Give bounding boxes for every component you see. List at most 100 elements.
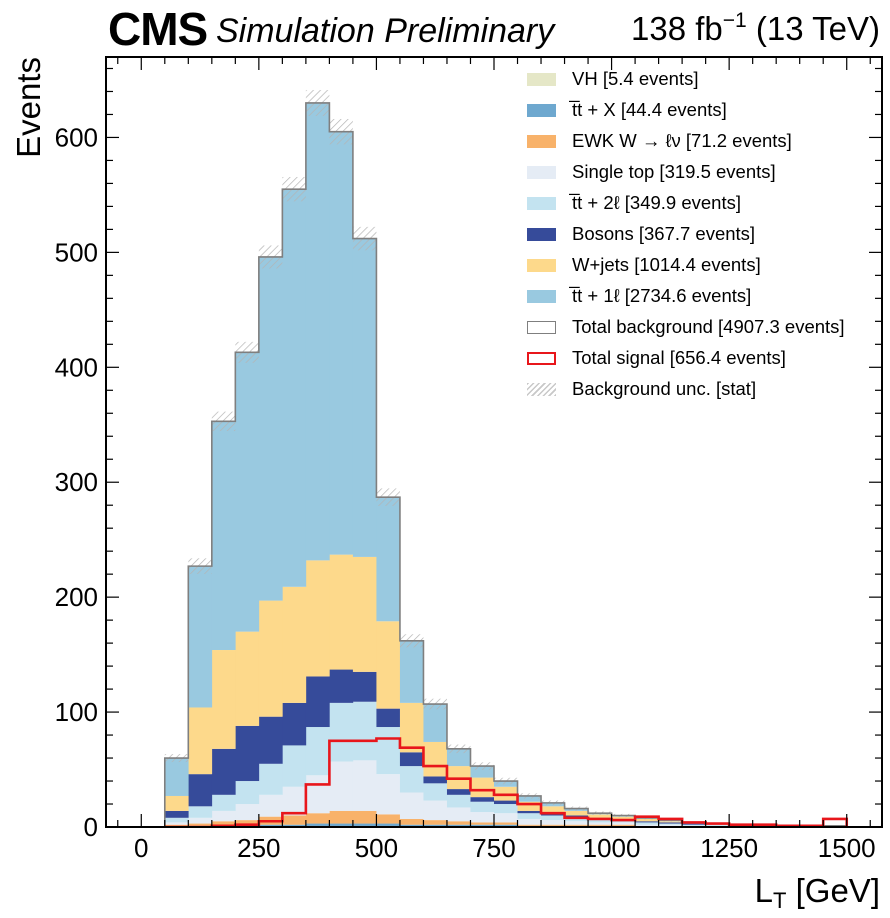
bar-singletop-bin-3: [235, 804, 260, 821]
bar-wjets-bin-18: [588, 814, 612, 818]
bar-ewk-bin-17: [564, 824, 589, 826]
bar-bosons-bin-10: [399, 752, 424, 767]
x-axis-label: LT [GeV]: [755, 872, 880, 913]
bar-ewk-bin-11: [423, 820, 448, 825]
bar-tt1l-bin-5: [282, 189, 307, 587]
bar-ewk-bin-9: [376, 814, 401, 824]
bar-tt2l-bin-13: [470, 801, 495, 813]
bar-singletop-bin-10: [399, 792, 424, 819]
experiment-label: CMS: [108, 3, 208, 55]
x-tick-label: 0: [134, 833, 148, 863]
legend-label: Total background [4907.3 events]: [572, 316, 845, 337]
bar-tt2l-bin-14: [494, 804, 518, 814]
bar-bosons-bin-22: [682, 823, 706, 825]
luminosity-label: 138 fb−1 (13 TeV): [631, 9, 880, 45]
bar-wjets-bin-20: [635, 818, 659, 822]
bar-bosons-bin-13: [470, 797, 495, 802]
bar-bosons-bin-5: [282, 702, 307, 746]
bar-tt2l-bin-0: [164, 817, 189, 823]
bar-wjets-bin-13: [470, 777, 495, 798]
bar-singletop-bin-2: [211, 810, 236, 822]
legend-label: t̅t + X [44.4 events]: [572, 99, 727, 120]
bar-ttX-bin-14: [494, 824, 518, 827]
bar-bosons-bin-3: [235, 725, 260, 782]
bar-tt2l-bin-1: [188, 806, 213, 818]
bar-wjets-bin-16: [541, 806, 565, 814]
bar-ewk-bin-3: [235, 820, 260, 826]
lumi-exponent: −1: [722, 9, 747, 32]
bar-bosons-bin-21: [658, 822, 683, 824]
bar-wjets-bin-8: [352, 556, 377, 672]
bar-tt2l-bin-10: [399, 766, 424, 793]
bar-tt2l-bin-8: [352, 701, 377, 761]
bar-singletop-bin-6: [305, 775, 330, 814]
bar-ttX-bin-13: [470, 824, 495, 827]
bar-ewk-bin-0: [164, 824, 189, 826]
bar-ewk-bin-18: [588, 824, 612, 826]
bar-singletop-bin-9: [376, 774, 401, 815]
bar-tt2l-bin-2: [211, 794, 236, 811]
bar-singletop-bin-13: [470, 812, 495, 823]
bar-tt1l-bin-15: [517, 795, 542, 802]
bar-ttX-bin-12: [446, 824, 471, 827]
bar-tt1l-bin-8: [352, 238, 377, 557]
bar-singletop-bin-20: [635, 824, 659, 826]
bar-singletop-bin-7: [329, 761, 354, 811]
y-tick-label: 300: [55, 467, 98, 497]
x-axis-label-unit: [GeV]: [786, 872, 880, 909]
bar-wjets-bin-19: [611, 816, 636, 819]
bar-wjets-bin-21: [658, 821, 683, 823]
bar-ttX-bin-7: [329, 823, 354, 827]
bar-ttX-bin-4: [258, 824, 283, 827]
series-bosons: [164, 669, 706, 825]
bar-tt2l-bin-3: [235, 781, 260, 805]
bar-tt1l-bin-2: [211, 421, 236, 651]
bar-wjets-bin-17: [564, 810, 589, 816]
bar-tt1l-bin-3: [235, 352, 260, 632]
bar-tt1l-bin-4: [258, 256, 283, 601]
bar-tt1l-bin-1: [188, 566, 213, 708]
bar-ewk-bin-10: [399, 818, 424, 825]
bar-ewk-bin-1: [188, 823, 213, 826]
legend-swatch: [527, 166, 556, 179]
bar-ewk-bin-6: [305, 813, 330, 824]
bar-tt2l-bin-4: [258, 763, 283, 795]
legend-swatch: [527, 73, 556, 86]
bar-tt2l-bin-23: [705, 824, 730, 826]
x-tick-label: 1250: [700, 833, 758, 863]
legend-swatch: [527, 197, 556, 210]
x-tick-label: 1000: [583, 833, 641, 863]
legend-swatch: [527, 352, 556, 365]
bar-tt2l-bin-6: [305, 727, 330, 776]
bar-singletop-bin-11: [423, 800, 448, 821]
bar-wjets-bin-2: [211, 650, 236, 749]
bar-tt2l-bin-16: [541, 815, 565, 821]
legend-swatch: [527, 228, 556, 241]
bar-ttX-bin-10: [399, 824, 424, 827]
legend-label: Bosons [367.7 events]: [572, 223, 756, 244]
y-tick-label: 500: [55, 237, 98, 267]
bar-ttX-bin-11: [423, 824, 448, 827]
status-label: Simulation Preliminary: [216, 12, 555, 50]
series-tt1l: [164, 102, 683, 822]
legend-swatch: [527, 104, 556, 117]
bar-singletop-bin-4: [258, 794, 283, 817]
bar-wjets-bin-6: [305, 560, 330, 677]
x-tick-label: 1500: [818, 833, 876, 863]
y-tick-label: 600: [55, 122, 98, 152]
bar-tt1l-bin-9: [376, 497, 401, 622]
y-tick-label: 400: [55, 352, 98, 382]
legend-label: W+jets [1014.4 events]: [572, 254, 761, 275]
bar-bosons-bin-12: [446, 789, 471, 795]
x-tick-label: 250: [237, 833, 280, 863]
x-axis-label-main: L: [755, 872, 773, 909]
legend-label: Total signal [656.4 events]: [572, 347, 786, 368]
bar-wjets-bin-5: [282, 586, 307, 703]
bar-bosons-bin-20: [635, 821, 659, 823]
bar-singletop-bin-19: [611, 822, 636, 825]
bar-bosons-bin-8: [352, 671, 377, 702]
legend-swatch: [527, 135, 556, 148]
bar-ewk-bin-15: [517, 824, 542, 826]
x-tick-label: 500: [355, 833, 398, 863]
legend-swatch: [527, 290, 556, 303]
